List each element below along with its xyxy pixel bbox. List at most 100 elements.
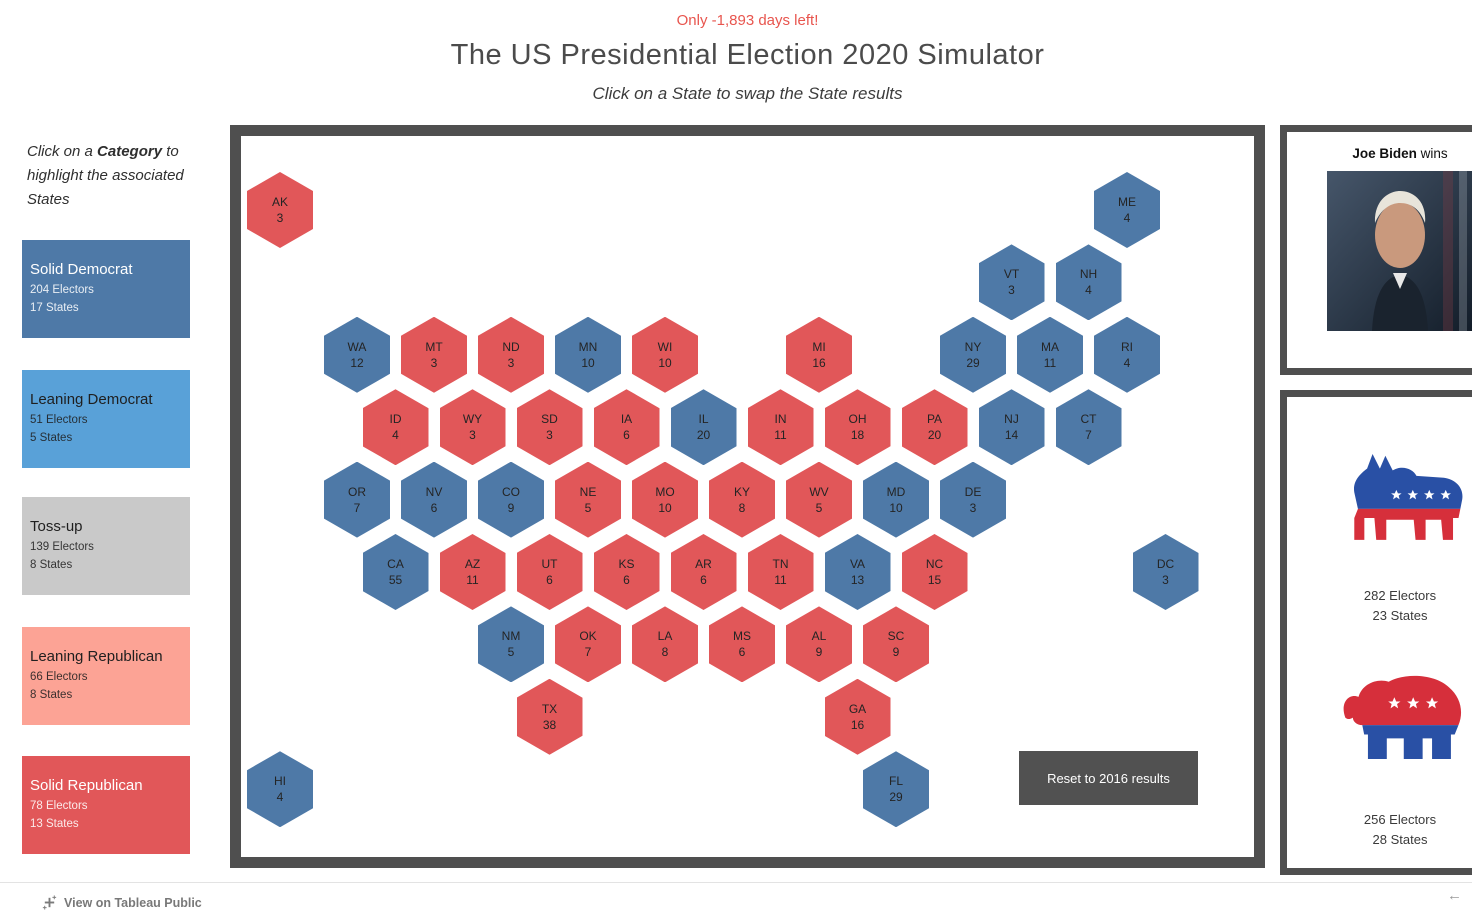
state-electors: 55 xyxy=(388,573,403,587)
state-hex-pa[interactable]: PA 20 xyxy=(901,389,968,466)
state-hex-oh[interactable]: OH 18 xyxy=(824,389,891,466)
category-solid-democrat[interactable]: Solid Democrat 204 Electors 17 States xyxy=(22,240,190,338)
state-hex-nv[interactable]: NV 6 xyxy=(401,461,467,538)
state-code: ME xyxy=(1118,195,1136,209)
state-electors: 4 xyxy=(276,790,284,805)
state-electors: 7 xyxy=(1085,428,1092,443)
state-hex-vt[interactable]: VT 3 xyxy=(978,244,1045,321)
state-hex-hi[interactable]: HI 4 xyxy=(247,751,313,828)
state-hex-nm[interactable]: NM 5 xyxy=(478,606,544,683)
state-hex-de[interactable]: DE 3 xyxy=(940,461,1006,538)
state-code: AZ xyxy=(464,557,481,571)
state-code: CO xyxy=(502,484,520,499)
state-electors: 7 xyxy=(353,500,361,515)
state-hex-co[interactable]: CO 9 xyxy=(478,461,544,538)
state-electors: 11 xyxy=(774,428,787,443)
state-code: OR xyxy=(348,484,366,499)
democrat-states: 23 States xyxy=(1372,608,1428,624)
category-states: 5 States xyxy=(30,431,73,444)
state-hex-ar[interactable]: AR 6 xyxy=(670,534,737,610)
state-hex-mi[interactable]: MI 16 xyxy=(786,316,852,393)
state-code: NE xyxy=(579,484,597,499)
hex-map: AK 3 ME 4 VT 3 NH 4 WA 12 MT 3 ND 3 MN 10 WI 10 MI 16 NY 29 MA… xyxy=(241,136,1254,857)
header: Only -1,893 days left! The US Presidenti… xyxy=(230,12,1265,104)
state-hex-nh[interactable]: NH 4 xyxy=(1055,244,1122,321)
state-hex-ak[interactable]: AK 3 xyxy=(247,172,313,248)
state-hex-md[interactable]: MD 10 xyxy=(863,461,929,538)
state-electors: 14 xyxy=(1004,428,1019,443)
state-electors: 9 xyxy=(815,645,823,660)
state-code: GA xyxy=(848,701,867,716)
state-hex-nc[interactable]: NC 15 xyxy=(901,534,968,610)
state-hex-mn[interactable]: MN 10 xyxy=(555,316,621,393)
state-electors: 4 xyxy=(1123,211,1131,225)
category-toss-up[interactable]: Toss-up 139 Electors 8 States xyxy=(22,497,190,595)
state-hex-wv[interactable]: WV 5 xyxy=(786,461,852,538)
republican-states: 28 States xyxy=(1372,832,1428,848)
state-hex-or[interactable]: OR 7 xyxy=(324,461,390,538)
winner-panel: Joe Biden wins xyxy=(1280,125,1472,375)
state-hex-ca[interactable]: CA 55 xyxy=(362,534,429,610)
legend-instruction-bold: Category xyxy=(97,143,163,160)
state-hex-ri[interactable]: RI 4 xyxy=(1094,316,1160,393)
state-hex-nd[interactable]: ND 3 xyxy=(478,316,544,393)
state-hex-al[interactable]: AL 9 xyxy=(786,606,852,683)
category-leaning-republican[interactable]: Leaning Republican 66 Electors 8 States xyxy=(22,627,190,725)
state-electors: 11 xyxy=(774,573,787,587)
state-electors: 6 xyxy=(546,573,553,587)
reset-button[interactable]: Reset to 2016 results xyxy=(1019,751,1198,805)
state-code: NV xyxy=(425,484,443,499)
state-electors: 11 xyxy=(1043,355,1057,370)
state-hex-ok[interactable]: OK 7 xyxy=(555,606,621,683)
state-hex-dc[interactable]: DC 3 xyxy=(1132,534,1199,610)
state-hex-ma[interactable]: MA 11 xyxy=(1017,316,1083,393)
state-hex-mt[interactable]: MT 3 xyxy=(401,316,467,393)
state-hex-ne[interactable]: NE 5 xyxy=(555,461,621,538)
back-arrow-icon[interactable]: ← xyxy=(1447,887,1462,904)
category-solid-republican[interactable]: Solid Republican 78 Electors 13 States xyxy=(22,756,190,854)
state-electors: 6 xyxy=(738,645,746,660)
state-hex-in[interactable]: IN 11 xyxy=(747,389,814,466)
winner-suffix: wins xyxy=(1416,146,1448,161)
republican-elephant-icon xyxy=(1343,676,1462,760)
category-leaning-democrat[interactable]: Leaning Democrat 51 Electors 5 States xyxy=(22,370,190,468)
state-code: KS xyxy=(618,557,635,571)
state-hex-ga[interactable]: GA 16 xyxy=(824,678,891,755)
state-hex-va[interactable]: VA 13 xyxy=(824,534,891,610)
state-hex-ks[interactable]: KS 6 xyxy=(593,534,660,610)
state-hex-wy[interactable]: WY 3 xyxy=(439,389,506,466)
state-electors: 7 xyxy=(584,645,592,660)
category-label: Leaning Republican xyxy=(30,647,163,665)
state-code: DC xyxy=(1156,557,1175,571)
state-hex-la[interactable]: LA 8 xyxy=(632,606,698,683)
state-hex-ny[interactable]: NY 29 xyxy=(940,316,1006,393)
state-hex-tx[interactable]: TX 38 xyxy=(516,678,583,755)
state-code: NC xyxy=(925,557,944,571)
state-hex-sd[interactable]: SD 3 xyxy=(516,389,583,466)
state-hex-ky[interactable]: KY 8 xyxy=(709,461,775,538)
state-hex-wa[interactable]: WA 12 xyxy=(324,316,390,393)
state-hex-il[interactable]: IL 20 xyxy=(670,389,737,466)
state-hex-az[interactable]: AZ 11 xyxy=(439,534,506,610)
state-hex-mo[interactable]: MO 10 xyxy=(632,461,698,538)
state-hex-ms[interactable]: MS 6 xyxy=(709,606,775,683)
state-hex-tn[interactable]: TN 11 xyxy=(747,534,814,610)
category-electors: 66 Electors xyxy=(30,670,88,683)
state-electors: 9 xyxy=(892,645,900,660)
state-electors: 10 xyxy=(889,500,903,515)
state-hex-ia[interactable]: IA 6 xyxy=(593,389,660,466)
state-hex-ct[interactable]: CT 7 xyxy=(1055,389,1122,466)
state-code: OH xyxy=(848,412,867,427)
state-hex-sc[interactable]: SC 9 xyxy=(863,606,929,683)
state-hex-wi[interactable]: WI 10 xyxy=(632,316,698,393)
state-hex-id[interactable]: ID 4 xyxy=(362,389,429,466)
state-hex-me[interactable]: ME 4 xyxy=(1094,172,1160,248)
state-electors: 16 xyxy=(850,717,865,732)
state-code: WA xyxy=(347,339,367,354)
state-electors: 29 xyxy=(889,790,903,805)
state-electors: 6 xyxy=(623,573,630,587)
state-hex-ut[interactable]: UT 6 xyxy=(516,534,583,610)
state-hex-nj[interactable]: NJ 14 xyxy=(978,389,1045,466)
state-code: WV xyxy=(809,484,829,499)
state-hex-fl[interactable]: FL 29 xyxy=(863,751,929,828)
